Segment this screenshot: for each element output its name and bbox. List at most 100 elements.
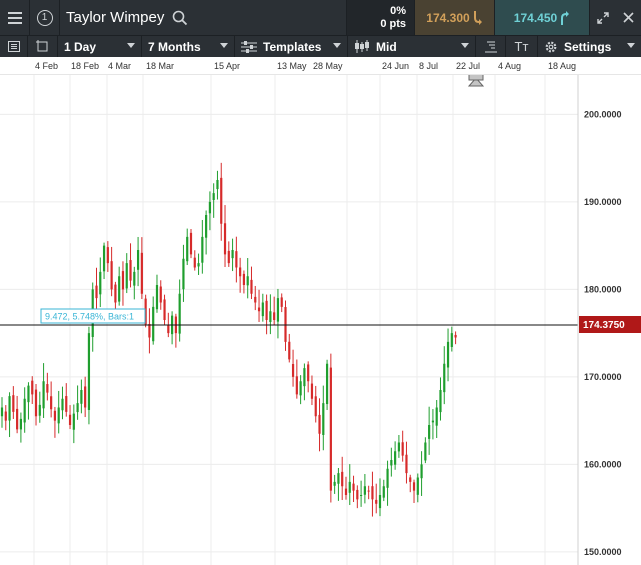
candle-body [205, 215, 208, 238]
candle-body [409, 477, 412, 482]
candle-body [367, 490, 370, 492]
candle-body [87, 333, 91, 410]
candle [53, 406, 57, 438]
candle-body [246, 276, 249, 286]
price-tick-label: 150.0000 [584, 547, 622, 557]
candle-body [223, 223, 227, 255]
date-label: 8 Jul [419, 61, 439, 71]
price-chart[interactable]: 9.472, 5.748%, Bars:1 200.0000 190.0000 18… [0, 75, 641, 565]
candle [4, 405, 7, 431]
candle-body [159, 286, 162, 303]
search-icon[interactable] [172, 10, 188, 26]
candle-body [31, 380, 34, 395]
candle [405, 441, 408, 484]
candle-body [110, 261, 113, 290]
interval-dropdown[interactable]: 1 Day [58, 36, 142, 57]
candle [110, 246, 113, 297]
candle-body [76, 403, 79, 413]
candle [401, 430, 404, 462]
candle-body [280, 297, 283, 307]
candle [72, 404, 75, 444]
candle [136, 236, 140, 287]
candle [16, 395, 19, 434]
candles-icon [355, 40, 369, 53]
candle [246, 258, 249, 299]
candle-body [189, 232, 193, 255]
range-dropdown[interactable]: 7 Months [142, 36, 235, 57]
price-type-value: Mid [376, 39, 397, 54]
candle [397, 435, 400, 458]
candle-body [254, 296, 257, 303]
settings-button[interactable]: Settings [538, 36, 641, 57]
indicators-icon[interactable] [476, 36, 506, 57]
scroll-handle[interactable] [468, 75, 484, 81]
candle-body [50, 396, 53, 410]
candle-body [443, 363, 446, 393]
date-axis: 4 Feb 18 Feb 4 Mar 18 Mar 15 Apr 13 May … [0, 57, 641, 75]
candle [412, 479, 416, 504]
candle-body [333, 481, 336, 486]
candle [257, 289, 261, 322]
candle [269, 294, 272, 335]
price-axis: 200.0000 190.0000 180.0000 170.0000 160.0000… [577, 75, 622, 565]
date-label: 18 Feb [71, 61, 100, 71]
candle-body [65, 396, 68, 412]
candle [46, 372, 49, 401]
date-label: 24 Jun [382, 61, 410, 71]
candle [390, 447, 393, 477]
templates-dropdown[interactable]: Templates [235, 36, 348, 57]
candle-body [144, 298, 147, 325]
buy-button[interactable]: 174.450 [495, 0, 590, 35]
candle [197, 253, 200, 276]
crosshair-icon[interactable] [28, 36, 58, 57]
date-label: 13 May [277, 61, 307, 71]
candle-body [133, 271, 136, 286]
candle [276, 288, 280, 339]
candle-body [450, 333, 453, 347]
candle-body [178, 293, 181, 334]
list-icon[interactable] [0, 36, 28, 57]
price-type-dropdown[interactable]: Mid [348, 36, 476, 57]
expand-icon[interactable] [590, 0, 615, 35]
candle [163, 294, 166, 326]
candle-body [250, 279, 253, 294]
candle [174, 313, 177, 348]
candle [394, 441, 397, 470]
candle [42, 363, 45, 418]
candle [337, 467, 340, 501]
candle [220, 162, 223, 241]
candle-body [416, 477, 419, 495]
candle [288, 333, 291, 363]
text-tool-icon[interactable]: Tт [506, 36, 538, 57]
candle [363, 474, 366, 504]
candle-body [299, 381, 302, 396]
candle-body [136, 250, 140, 270]
settings-label: Settings [564, 39, 612, 54]
sell-button[interactable]: 174.300 [415, 0, 495, 35]
candle-body [220, 177, 223, 224]
interval-value: 1 Day [64, 39, 97, 54]
candle [435, 399, 438, 438]
range-value: 7 Months [148, 39, 201, 54]
candle [299, 375, 302, 405]
date-label: 28 May [313, 61, 343, 71]
menu-icon[interactable] [0, 0, 30, 35]
candle [159, 280, 162, 310]
candle [50, 381, 53, 418]
candle-body [84, 386, 87, 408]
candle [68, 405, 72, 430]
scroll-handle-icon[interactable] [467, 77, 485, 87]
linked-chart-icon[interactable]: 1 [30, 0, 60, 35]
candle [189, 228, 193, 259]
close-icon[interactable] [615, 0, 641, 35]
candle-body [16, 408, 19, 430]
candle [57, 390, 60, 434]
candle-body [329, 367, 332, 491]
candle [212, 183, 215, 218]
candle-body [412, 482, 416, 491]
instrument-selector[interactable]: Taylor Wimpey [60, 0, 347, 35]
date-label: 4 Aug [498, 61, 522, 71]
candle-body [378, 495, 382, 509]
candle [431, 409, 435, 440]
candle-body [23, 398, 26, 423]
